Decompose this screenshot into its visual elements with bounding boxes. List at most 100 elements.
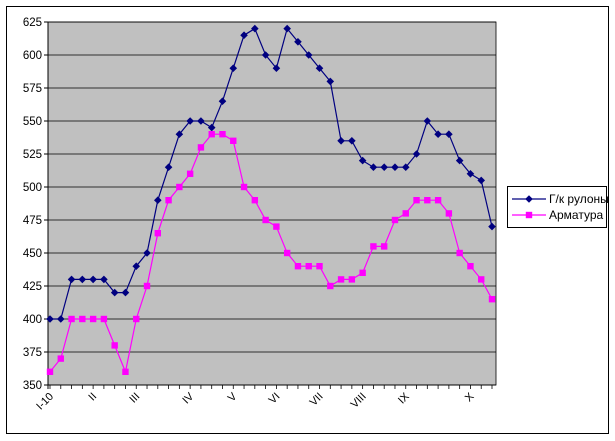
square-marker-icon: [402, 210, 409, 217]
diamond-marker-icon: [525, 195, 533, 203]
diamond-marker-icon: [272, 64, 281, 72]
y-tick-label: 550: [23, 116, 42, 128]
x-tick-label: VI: [267, 391, 283, 407]
square-marker-icon: [154, 230, 162, 237]
y-tick-label: 625: [23, 17, 42, 29]
square-marker-icon: [413, 197, 420, 204]
diamond-marker-icon: [240, 31, 248, 39]
square-marker-icon: [230, 137, 237, 144]
legend-label-series2: Арматура: [549, 208, 604, 222]
x-tick-label: VIII: [349, 391, 369, 411]
y-tick-label: 350: [23, 380, 42, 392]
square-marker-icon: [370, 243, 377, 250]
x-tick-label: X: [463, 390, 477, 404]
diamond-marker-icon: [251, 24, 259, 33]
square-marker-icon: [197, 144, 205, 151]
y-tick-label: 400: [23, 314, 42, 326]
square-marker-icon: [445, 210, 453, 217]
square-marker-icon: [100, 315, 108, 323]
diamond-marker-icon: [369, 163, 378, 171]
legend-entry-series2: Арматура: [512, 207, 603, 223]
diamond-marker-icon: [261, 51, 270, 59]
square-marker-icon: [133, 315, 140, 323]
square-marker-icon: [294, 263, 302, 270]
series-1-square: [46, 131, 496, 375]
diamond-marker-icon: [358, 156, 367, 165]
square-marker-icon: [348, 276, 356, 283]
square-marker-icon: [186, 170, 194, 177]
diamond-marker-icon: [46, 315, 54, 323]
square-marker-icon: [79, 315, 86, 323]
diamond-marker-icon: [121, 288, 130, 297]
plot-area: [48, 22, 496, 385]
square-marker-icon: [208, 131, 215, 138]
square-marker-icon: [143, 282, 151, 290]
diamond-marker-icon: [423, 117, 432, 125]
diamond-marker-icon: [380, 163, 388, 171]
diamond-marker-icon: [326, 77, 335, 86]
diamond-marker-icon: [143, 249, 151, 257]
diamond-marker-icon: [110, 288, 119, 297]
square-marker-icon: [424, 197, 431, 204]
square-marker-icon: [525, 211, 533, 219]
square-marker-icon: [380, 243, 388, 250]
square-marker-icon: [273, 223, 280, 230]
square-marker-icon: [359, 269, 366, 276]
square-marker-icon: [46, 368, 54, 375]
x-axis: I-10 II III IV V VI VII VIII IX X: [34, 384, 496, 413]
x-tick-label: I-10: [34, 391, 56, 413]
square-marker-icon: [122, 368, 129, 375]
diamond-marker-icon: [186, 117, 194, 125]
diamond-marker-icon: [283, 24, 291, 33]
diamond-marker-icon: [412, 150, 421, 158]
diamond-marker-icon: [434, 130, 442, 138]
square-marker-icon: [488, 296, 496, 303]
square-marker-icon: [434, 197, 442, 204]
diamond-marker-icon: [401, 163, 410, 171]
y-tick-label: 600: [23, 50, 42, 62]
y-tick-label: 375: [23, 347, 42, 359]
diamond-marker-icon: [445, 130, 453, 138]
square-marker-icon: [251, 197, 259, 204]
diamond-marker-icon: [304, 51, 313, 59]
y-tick-label: 475: [23, 215, 42, 227]
x-tick-label: VII: [308, 391, 326, 409]
diamond-marker-icon: [154, 196, 162, 204]
diamond-marker-icon: [89, 275, 97, 284]
square-marker-icon: [391, 216, 399, 224]
square-marker-icon: [219, 131, 226, 138]
diamond-marker-icon: [294, 38, 302, 46]
square-marker-icon: [337, 276, 345, 283]
square-marker-icon: [316, 263, 323, 270]
y-tick-label: 500: [23, 182, 42, 194]
square-marker-icon: [240, 183, 248, 191]
square-marker-icon: [478, 276, 485, 283]
diamond-marker-icon: [348, 137, 356, 145]
diamond-marker-icon: [197, 117, 205, 125]
diamond-marker-icon: [477, 176, 486, 185]
diamond-marker-icon: [337, 137, 345, 145]
square-marker-icon: [327, 282, 334, 290]
legend-line-square-icon: [512, 210, 546, 220]
legend-line-diamond-icon: [512, 194, 546, 204]
square-marker-icon: [305, 263, 312, 270]
square-marker-icon: [176, 183, 183, 191]
x-tick-label: II: [86, 391, 99, 404]
diamond-marker-icon: [56, 315, 65, 323]
diamond-marker-icon: [132, 262, 141, 270]
square-marker-icon: [283, 249, 291, 257]
diamond-marker-icon: [175, 130, 184, 138]
diamond-marker-icon: [218, 97, 227, 105]
diamond-marker-icon: [78, 275, 87, 284]
diamond-marker-icon: [466, 170, 475, 178]
y-tick-label: 575: [23, 83, 42, 95]
x-tick-label: IV: [180, 390, 196, 406]
x-tick-label: IX: [396, 390, 412, 406]
legend-label-series1: Г/к рулоны: [549, 192, 609, 206]
diamond-marker-icon: [67, 275, 76, 284]
square-marker-icon: [467, 263, 474, 270]
square-marker-icon: [262, 216, 269, 224]
series-0-diamond: [46, 24, 496, 323]
